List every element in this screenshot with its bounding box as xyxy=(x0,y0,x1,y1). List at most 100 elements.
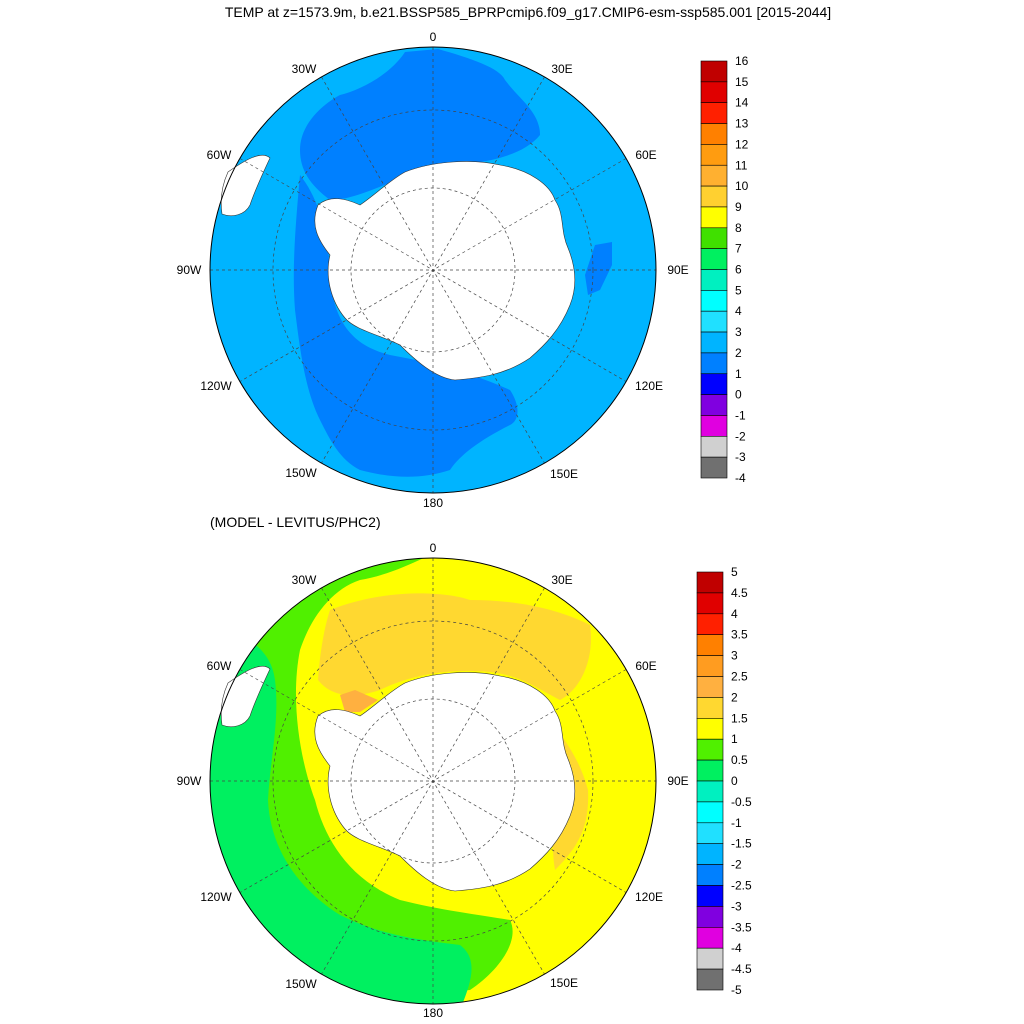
bottom-colorbar-swatch xyxy=(696,738,724,761)
bottom-colorbar-swatch xyxy=(696,655,724,677)
bottom-graticule xyxy=(210,558,656,1004)
bottom-label-150e: 150E xyxy=(550,976,578,990)
bottom-label-30w: 30W xyxy=(292,573,317,587)
top-colorbar-tick-label: 1 xyxy=(735,367,742,381)
bottom-colorbar-swatch xyxy=(696,947,724,970)
bottom-colorbar-tick-label: -3.5 xyxy=(731,920,752,934)
top-colorbar-swatch xyxy=(700,394,728,416)
bottom-label-0: 0 xyxy=(430,541,437,555)
bottom-colorbar-tick-label: -4.5 xyxy=(731,962,752,976)
bottom-colorbar-swatch xyxy=(696,906,724,928)
top-label-90w: 90W xyxy=(177,263,202,277)
top-antarctica xyxy=(314,161,576,381)
bottom-label-90e: 90E xyxy=(667,774,688,788)
top-label-30w: 30W xyxy=(292,62,317,76)
top-colorbar-swatch xyxy=(700,123,728,145)
bottom-colorbar-tick-label: 2.5 xyxy=(731,670,748,684)
bottom-label-180: 180 xyxy=(423,1006,443,1020)
difference-subtitle: (MODEL - LEVITUS/PHC2) xyxy=(210,514,381,530)
bottom-colorbar-tick-label: 1.5 xyxy=(731,711,748,725)
bottom-warmer-ring xyxy=(318,593,591,870)
top-colorbar-tick-label: 16 xyxy=(735,54,749,68)
top-colorbar-swatch xyxy=(700,373,728,395)
top-colorbar-swatch xyxy=(700,290,728,312)
bottom-label-150w: 150W xyxy=(285,977,317,991)
bottom-colorbar-swatch xyxy=(696,676,724,698)
bottom-colorbar-tick-label: -2.5 xyxy=(731,879,752,893)
bottom-colorbar-tick-label: 2 xyxy=(731,690,738,704)
top-colorbar-tick-label: 12 xyxy=(735,137,749,151)
top-colorbar-tick-label: -4 xyxy=(735,471,746,485)
top-colorbar-swatch xyxy=(700,248,728,270)
bottom-colorbar-tick-label: 4 xyxy=(731,607,738,621)
bottom-colorbar-tick-label: -0.5 xyxy=(731,795,752,809)
bottom-warmest-patch xyxy=(340,690,378,712)
bottom-colorbar-swatch xyxy=(696,717,724,740)
bottom-colorbar-tick-label: -2 xyxy=(731,858,742,872)
top-colorbar-swatch xyxy=(700,81,728,103)
bottom-antarctica xyxy=(314,672,576,892)
top-label-150w: 150W xyxy=(285,466,317,480)
bottom-colorbar-tick-label: 3.5 xyxy=(731,628,748,642)
top-colorbar-tick-label: -1 xyxy=(735,408,746,422)
top-label-120w: 120W xyxy=(200,379,232,393)
top-label-180: 180 xyxy=(423,496,443,510)
top-colorbar-swatch xyxy=(700,185,728,208)
top-polar-map: 0 30E 60E 90E 120E 150E 180 150W 120W 90… xyxy=(177,30,689,510)
top-cold-tongue xyxy=(293,49,540,477)
bottom-label-60w: 60W xyxy=(207,659,232,673)
bottom-colorbar-swatch xyxy=(696,801,724,824)
bottom-label-90w: 90W xyxy=(177,774,202,788)
top-colorbar-swatch xyxy=(700,164,728,187)
bottom-colorbar-tick-label: -5 xyxy=(731,983,742,997)
top-colorbar-tick-label: 7 xyxy=(735,242,742,256)
top-colorbar-tick-label: 9 xyxy=(735,200,742,214)
top-colorbar-swatch xyxy=(700,269,728,291)
top-colorbar-swatch xyxy=(700,310,728,333)
bottom-colorbar-tick-label: 0.5 xyxy=(731,753,748,767)
bottom-colorbar-tick-label: 0 xyxy=(731,774,738,788)
top-colorbar-swatch xyxy=(700,415,728,437)
top-colorbar-tick-label: 15 xyxy=(735,75,749,89)
bottom-colorbar-swatch xyxy=(696,697,724,719)
bottom-colorbar-tick-label: 1 xyxy=(731,732,738,746)
top-graticule xyxy=(210,47,656,493)
bottom-colorbar-swatch xyxy=(696,968,724,991)
bottom-colorbar-tick-label: -3 xyxy=(731,899,742,913)
top-colorbar-tick-label: 11 xyxy=(735,158,748,172)
top-colorbar-tick-label: 2 xyxy=(735,346,742,360)
top-colorbar-tick-label: 6 xyxy=(735,263,742,277)
top-label-120e: 120E xyxy=(635,379,663,393)
top-cold-patch-east xyxy=(585,242,612,295)
top-colorbar-swatch xyxy=(700,144,728,166)
bottom-cooler-band xyxy=(210,620,472,1004)
figure-title: TEMP at z=1573.9m, b.e21.BSSP585_BPRPcmi… xyxy=(225,4,831,20)
bottom-colorbar-tick-label: 3 xyxy=(731,649,738,663)
bottom-colorbar-tick-label: 5 xyxy=(731,565,738,579)
top-colorbar-swatch xyxy=(700,227,728,249)
top-label-0: 0 xyxy=(430,30,437,44)
top-label-150e: 150E xyxy=(550,467,578,481)
bottom-colorbar-tick-label: -1 xyxy=(731,816,742,830)
bottom-label-120w: 120W xyxy=(200,890,232,904)
top-colorbar-tick-label: 8 xyxy=(735,221,742,235)
bottom-colorbar-swatch xyxy=(696,864,724,886)
bottom-colorbar-swatch xyxy=(696,592,724,615)
bottom-colorbar-tick-label: 4.5 xyxy=(731,586,748,600)
bottom-colorbar-swatch xyxy=(696,759,724,782)
top-colorbar-tick-label: 4 xyxy=(735,304,742,318)
top-colorbar-tick-label: 10 xyxy=(735,179,749,193)
bottom-colorbar-swatch xyxy=(696,843,724,865)
bottom-map-border xyxy=(209,557,657,1005)
top-colorbar-tick-label: 13 xyxy=(735,117,749,131)
bottom-label-120e: 120E xyxy=(635,890,663,904)
bottom-label-60e: 60E xyxy=(635,659,656,673)
top-colorbar-swatch xyxy=(700,206,728,229)
top-label-90e: 90E xyxy=(667,263,688,277)
top-colorbar-swatch xyxy=(700,352,728,375)
bottom-colorbar-swatch xyxy=(696,780,724,803)
bottom-polar-map: 0 30E 60E 90E 120E 150E 180 150W 120W 90… xyxy=(177,541,689,1020)
top-label-30e: 30E xyxy=(551,62,572,76)
